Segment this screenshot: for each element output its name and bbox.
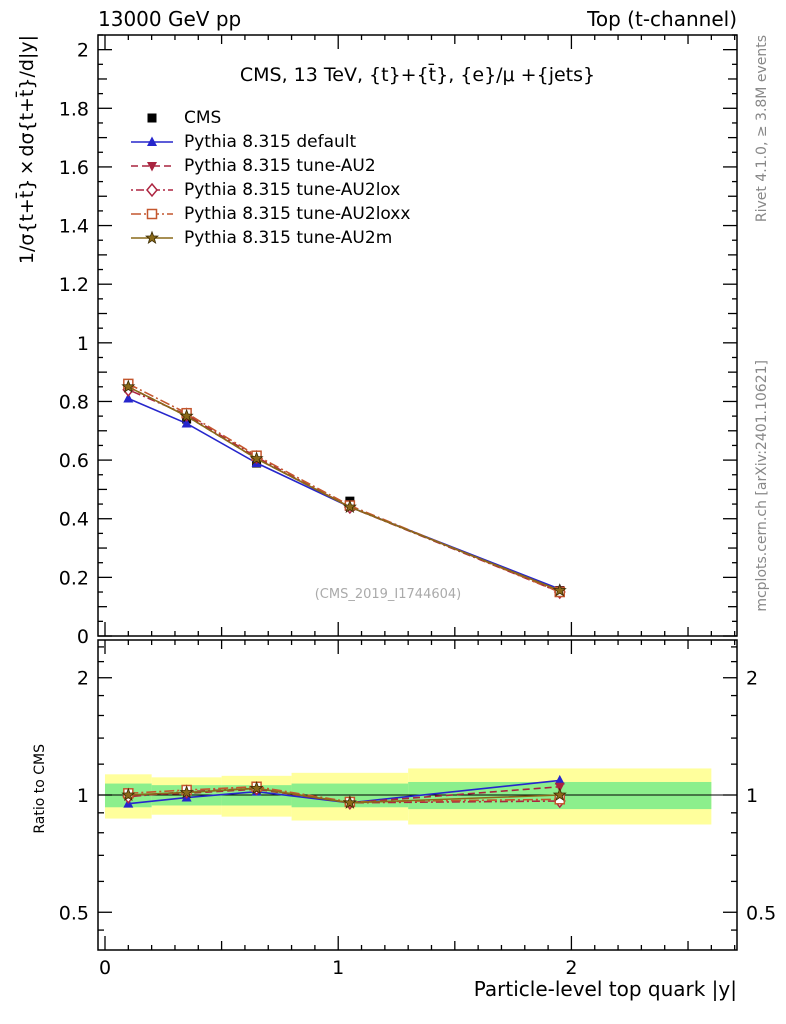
- legend-marker-square-open: [131, 208, 173, 220]
- tick-label: 0.2: [59, 567, 89, 589]
- beam-energy-label: 13000 GeV pp: [98, 7, 242, 31]
- ratio-y-axis-label: Ratio to CMS: [32, 744, 48, 834]
- tick-label: 1.8: [59, 98, 89, 120]
- legend-marker-diamond-open: [131, 182, 173, 198]
- tick-label: 1.2: [59, 274, 89, 296]
- legend-marker-square: [147, 113, 157, 123]
- main-plot-frame: [97, 34, 738, 637]
- legend-item-pythia-8-315-tune-au2lox: Pythia 8.315 tune-AU2lox: [131, 178, 410, 202]
- x-axis-label: Particle-level top quark |y|: [473, 977, 737, 1001]
- tick-label: 2: [77, 40, 89, 62]
- tick-label: 1.6: [59, 157, 89, 179]
- rivet-version-note: Rivet 4.1.0, ≥ 3.8M events: [754, 35, 770, 223]
- main-y-axis-label: 1/σ{t+t̄}×dσ{t+t̄}/d|y|: [16, 35, 38, 265]
- legend-label: Pythia 8.315 tune-AU2lox: [184, 180, 401, 200]
- tick-label: 1.4: [59, 216, 89, 238]
- legend-item-pythia-8-315-default: Pythia 8.315 default: [131, 130, 410, 154]
- series-line: [127, 383, 561, 593]
- legend-label: Pythia 8.315 tune-AU2m: [184, 228, 393, 248]
- analysis-id-watermark: (CMS_2019_I1744604): [314, 587, 462, 602]
- tick-label: 0: [99, 957, 111, 979]
- tick-label: 0.4: [59, 509, 89, 531]
- legend-label: Pythia 8.315 tune-AU2: [184, 156, 376, 176]
- tick-label: 2: [746, 668, 758, 690]
- series-pythia-8-315-tune-au2m: [121, 379, 567, 809]
- legend-marker-star: [131, 230, 173, 244]
- legend-marker-triangle-down: [131, 162, 173, 172]
- legend-item-pythia-8-315-tune-au2: Pythia 8.315 tune-AU2: [131, 154, 410, 178]
- tick-label: 2: [77, 668, 89, 690]
- legend-item-pythia-8-315-tune-au2m: Pythia 8.315 tune-AU2m: [131, 226, 410, 250]
- mcplots-arxiv-note: mcplots.cern.ch [arXiv:2401.10621]: [754, 360, 770, 612]
- legend-item-cms: CMS: [131, 106, 410, 130]
- tick-label: 0.6: [59, 450, 89, 472]
- tick-label: 1: [332, 957, 344, 979]
- legend-label: CMS: [184, 108, 222, 128]
- tick-label: 1: [77, 333, 89, 355]
- legend-label: Pythia 8.315 tune-AU2loxx: [184, 204, 411, 224]
- legend-label: Pythia 8.315 default: [184, 132, 357, 152]
- plot-title: CMS, 13 TeV, {t}+{t̄}, {e}/μ +{jets}: [239, 64, 596, 86]
- tick-label: 0: [77, 626, 89, 648]
- tick-label: 1: [746, 785, 758, 807]
- tick-label: 2: [565, 957, 577, 979]
- series-line: [128, 397, 561, 590]
- legend: CMS Pythia 8.315 default Pythia 8.315 tune…: [131, 106, 410, 250]
- tick-label: 0.5: [746, 902, 776, 924]
- tick-label: 1: [77, 785, 89, 807]
- tick-label: 0.5: [59, 902, 89, 924]
- tick-label: 0.8: [59, 391, 89, 413]
- legend-marker-triangle-up: [131, 136, 173, 146]
- legend-item-pythia-8-315-tune-au2loxx: Pythia 8.315 tune-AU2loxx: [131, 202, 410, 226]
- process-label: Top (t-channel): [587, 7, 737, 31]
